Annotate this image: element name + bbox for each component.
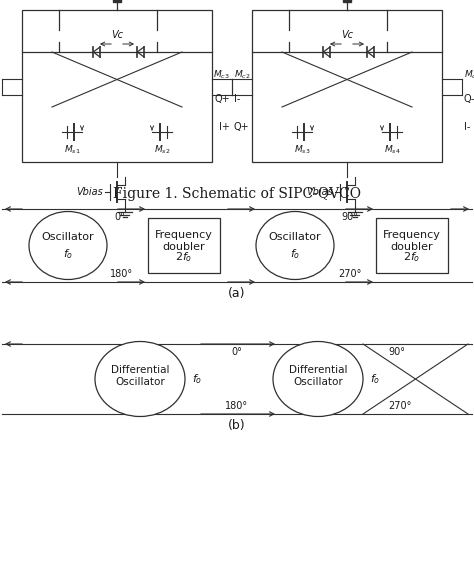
Text: Oscillator: Oscillator xyxy=(115,377,165,387)
Text: Q+: Q+ xyxy=(214,94,230,104)
Bar xyxy=(113,0,121,2)
Text: Oscillator: Oscillator xyxy=(42,232,94,241)
Text: Oscillator: Oscillator xyxy=(293,377,343,387)
Text: $2f_o$: $2f_o$ xyxy=(403,251,421,264)
Text: Vbias: Vbias xyxy=(306,187,333,197)
Text: Differential: Differential xyxy=(289,365,347,375)
Bar xyxy=(252,10,442,162)
Text: 90°: 90° xyxy=(341,212,358,222)
Ellipse shape xyxy=(273,341,363,416)
Bar xyxy=(376,218,448,273)
Bar xyxy=(148,218,220,273)
Text: 0°: 0° xyxy=(114,212,125,222)
Text: 180°: 180° xyxy=(226,401,248,411)
Text: $f_o$: $f_o$ xyxy=(290,248,300,261)
Text: 90°: 90° xyxy=(388,347,405,357)
Text: $M_{s2}$: $M_{s2}$ xyxy=(154,144,170,157)
Text: $f_o$: $f_o$ xyxy=(192,372,202,386)
Text: I-: I- xyxy=(464,122,470,132)
Ellipse shape xyxy=(95,341,185,416)
Text: Frequency: Frequency xyxy=(155,231,213,240)
Ellipse shape xyxy=(256,212,334,280)
Text: $f_o$: $f_o$ xyxy=(63,248,73,261)
Text: Q+: Q+ xyxy=(234,122,250,132)
Text: $M_{s1}$: $M_{s1}$ xyxy=(64,144,80,157)
Text: $M_{c2}$: $M_{c2}$ xyxy=(234,69,251,81)
Text: $f_o$: $f_o$ xyxy=(370,372,380,386)
Text: Oscillator: Oscillator xyxy=(269,232,321,241)
Text: Vc: Vc xyxy=(341,30,353,40)
Text: Differential: Differential xyxy=(111,365,169,375)
Text: doubler: doubler xyxy=(391,241,433,252)
Text: Q-: Q- xyxy=(464,94,474,104)
Text: 270°: 270° xyxy=(338,269,361,279)
Bar xyxy=(343,0,351,2)
Ellipse shape xyxy=(29,212,107,280)
Text: $2f_o$: $2f_o$ xyxy=(175,251,193,264)
Text: $M_{s4}$: $M_{s4}$ xyxy=(383,144,401,157)
Text: doubler: doubler xyxy=(163,241,205,252)
Text: $M_{c4}$: $M_{c4}$ xyxy=(464,69,474,81)
Text: $M_{s3}$: $M_{s3}$ xyxy=(294,144,310,157)
Bar xyxy=(22,10,212,162)
Text: 180°: 180° xyxy=(110,269,133,279)
Text: Vbias: Vbias xyxy=(76,187,103,197)
Text: (a): (a) xyxy=(228,288,246,300)
Text: 0°: 0° xyxy=(232,347,242,357)
Text: Figure 1. Schematic of SIPC-QVCO: Figure 1. Schematic of SIPC-QVCO xyxy=(113,187,361,201)
Text: I+: I+ xyxy=(219,122,230,132)
Text: Vc: Vc xyxy=(111,30,123,40)
Text: (b): (b) xyxy=(228,419,246,432)
Text: Frequency: Frequency xyxy=(383,231,441,240)
Text: $M_{c3}$: $M_{c3}$ xyxy=(213,69,230,81)
Text: 270°: 270° xyxy=(388,401,411,411)
Text: I-: I- xyxy=(234,94,240,104)
